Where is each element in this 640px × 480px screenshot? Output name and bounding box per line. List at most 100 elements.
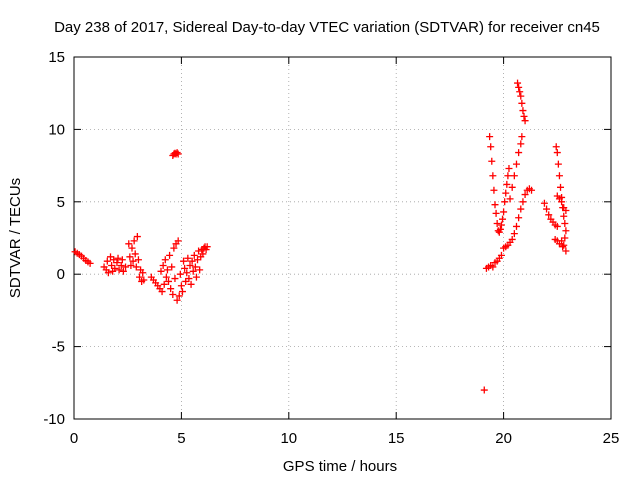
data-point <box>196 266 204 274</box>
data-point <box>139 269 147 277</box>
data-point <box>126 253 134 261</box>
data-point <box>189 267 197 275</box>
x-tick-label: 0 <box>70 430 78 447</box>
data-point <box>510 172 518 180</box>
data-point <box>561 220 569 228</box>
data-point <box>127 262 135 270</box>
data-point <box>562 206 570 214</box>
data-point <box>489 263 497 271</box>
data-point <box>115 266 123 274</box>
data-point <box>113 259 121 267</box>
data-point <box>125 240 133 248</box>
data-point <box>111 264 119 272</box>
data-point <box>188 257 196 265</box>
y-tick-label: 15 <box>48 49 65 66</box>
data-point <box>486 133 494 141</box>
x-tick-label: 25 <box>603 430 620 447</box>
data-point <box>157 267 165 275</box>
data-point <box>175 292 183 300</box>
x-tick-label: 20 <box>495 430 512 447</box>
data-point <box>555 172 563 180</box>
data-point <box>562 227 570 235</box>
data-point <box>517 140 525 148</box>
data-point <box>519 198 527 206</box>
x-tick-label: 10 <box>280 430 297 447</box>
data-point <box>558 198 566 206</box>
data-point <box>118 256 126 264</box>
data-point <box>562 247 570 255</box>
x-tick-labels: 0 5 10 15 20 25 <box>70 430 620 447</box>
data-point <box>114 254 122 262</box>
data-point <box>516 88 524 96</box>
data-point <box>528 186 536 194</box>
data-point <box>192 273 200 281</box>
data-point <box>170 244 178 252</box>
data-point <box>168 263 176 271</box>
data-point <box>184 254 192 262</box>
data-point <box>508 183 516 191</box>
data-point <box>512 160 520 168</box>
data-point <box>552 143 560 151</box>
data-point <box>508 235 516 243</box>
data-point <box>501 198 509 206</box>
data-point <box>518 133 526 141</box>
data-point <box>185 275 193 283</box>
y-tick-label: 5 <box>57 194 65 211</box>
data-point <box>540 199 548 207</box>
data-point <box>543 205 551 213</box>
data-point <box>493 220 501 228</box>
data-point <box>491 201 499 209</box>
data-point <box>176 270 184 278</box>
data-point <box>519 107 527 115</box>
plot-frame <box>73 56 612 420</box>
data-point <box>117 262 125 270</box>
data-point <box>515 214 523 222</box>
data-point <box>166 251 174 259</box>
data-point <box>174 237 182 245</box>
data-point <box>187 280 195 288</box>
x-axis-label: GPS time / hours <box>283 458 397 475</box>
y-tick-label: 0 <box>57 266 65 283</box>
data-point <box>554 160 562 168</box>
data-point <box>178 288 186 296</box>
data-point <box>140 276 148 284</box>
x-tick-label: 15 <box>388 430 405 447</box>
data-point <box>487 143 495 151</box>
data-point <box>131 250 139 258</box>
data-point <box>195 247 203 255</box>
data-point <box>180 257 188 265</box>
data-point <box>492 209 500 217</box>
data-point <box>129 257 137 265</box>
data-point <box>559 243 567 251</box>
data-point <box>134 256 142 264</box>
data-point <box>104 269 112 277</box>
data-point <box>515 83 523 91</box>
data-point <box>133 233 141 241</box>
axis-ticks <box>73 56 612 420</box>
y-axis-label: SDTVAR / TECUs <box>7 178 24 298</box>
data-point <box>504 172 512 180</box>
data-point <box>520 112 528 120</box>
data-point <box>505 164 513 172</box>
data-point <box>553 149 561 157</box>
data-point <box>480 386 488 394</box>
data-point <box>517 205 525 213</box>
x-tick-label: 5 <box>177 430 185 447</box>
data-point <box>181 264 189 272</box>
data-point <box>489 172 497 180</box>
data-point <box>497 221 505 229</box>
y-tick-label: 10 <box>48 121 65 138</box>
data-point <box>130 237 138 245</box>
data-point <box>163 266 171 274</box>
data-point <box>122 263 130 271</box>
data-point <box>512 222 520 230</box>
data-point <box>496 225 504 233</box>
data-point <box>103 257 111 265</box>
data-point <box>174 150 182 158</box>
chart-title: Day 238 of 2017, Sidereal Day-to-day VTE… <box>54 19 600 36</box>
data-point <box>161 256 169 264</box>
data-point <box>159 262 167 270</box>
data-point <box>497 251 505 259</box>
data-point <box>553 222 561 230</box>
